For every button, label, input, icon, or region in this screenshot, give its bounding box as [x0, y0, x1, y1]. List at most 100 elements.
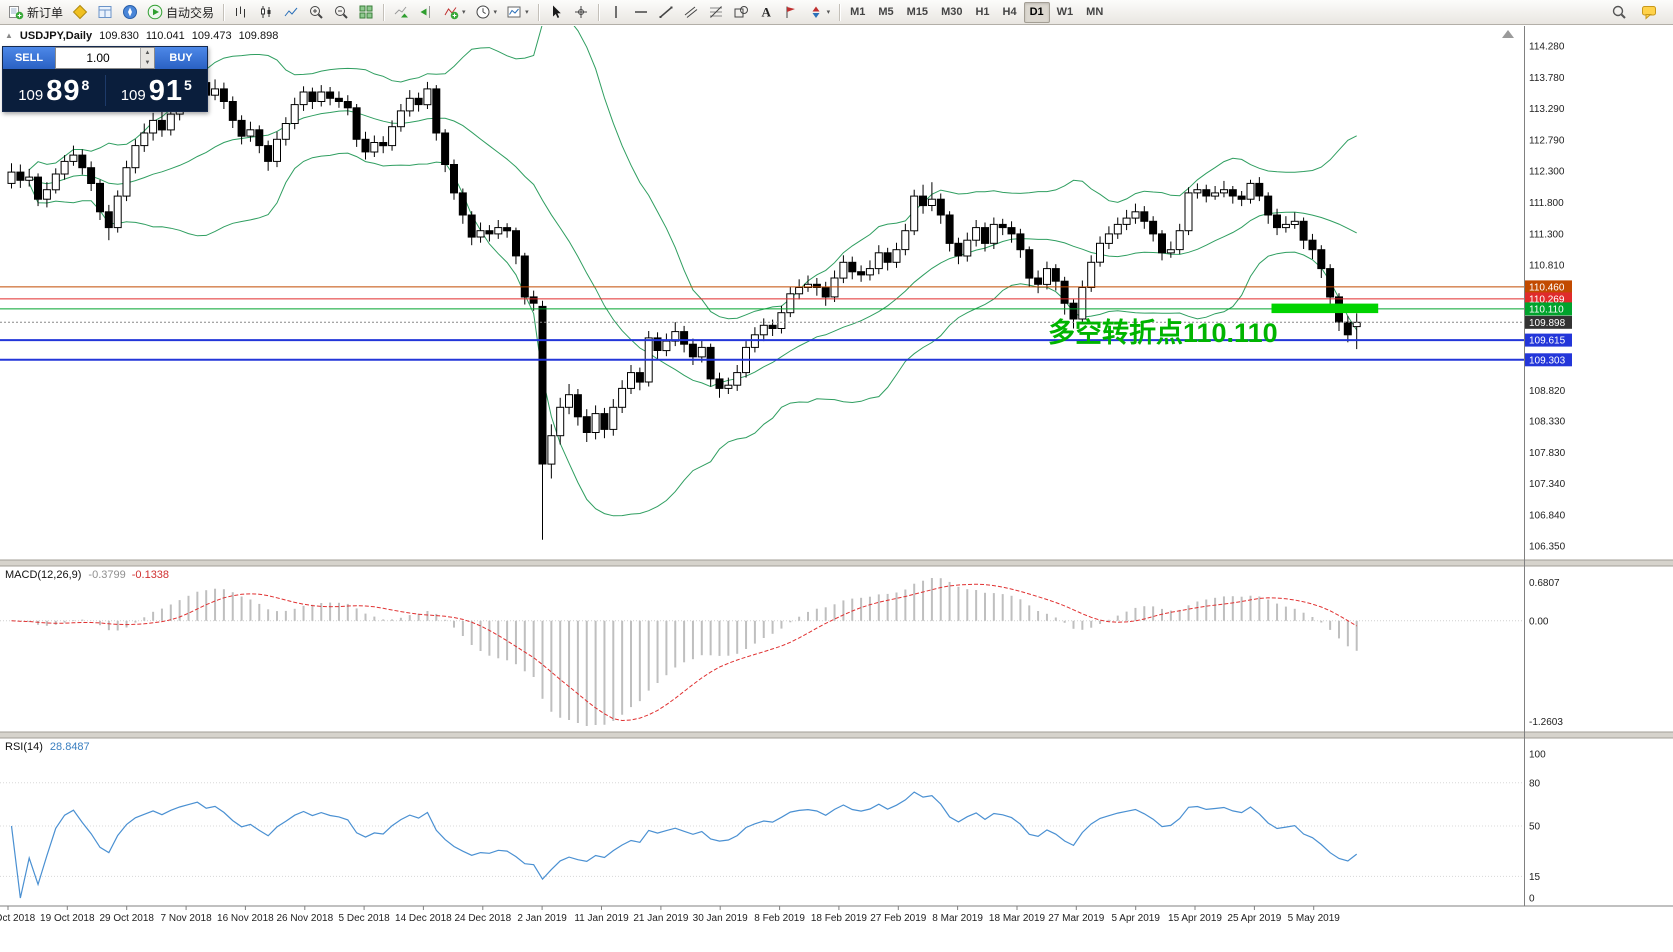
timeframe-h4[interactable]: H4: [997, 2, 1023, 23]
templates-icon: [506, 4, 522, 20]
price-tag-109.898: [1525, 315, 1572, 329]
timeframe-m30[interactable]: M30: [935, 2, 968, 23]
timeframe-w1[interactable]: W1: [1051, 2, 1080, 23]
svg-text:10 Oct 2018: 10 Oct 2018: [0, 913, 36, 924]
label-button[interactable]: [779, 2, 803, 23]
price-tag-110.460: [1525, 280, 1572, 294]
svg-text:109.898: 109.898: [1529, 318, 1566, 329]
svg-text:0.6807: 0.6807: [1529, 578, 1560, 589]
autotrading-button[interactable]: 自动交易: [143, 2, 218, 23]
highlight-rectangle[interactable]: [1271, 303, 1379, 314]
price-tag-109.303: [1525, 353, 1572, 367]
ask-price[interactable]: 109 91 5: [120, 74, 192, 107]
panel-divider-2[interactable]: [0, 732, 1673, 738]
svg-text:A: A: [761, 5, 771, 20]
chart-shift-button[interactable]: [414, 2, 438, 23]
price-tag-110.269: [1525, 292, 1572, 306]
svg-text:7 Nov 2018: 7 Nov 2018: [161, 913, 213, 924]
candle-chart-button[interactable]: [254, 2, 278, 23]
sell-button[interactable]: SELL: [3, 47, 55, 69]
toolbar-separator: [223, 3, 225, 21]
svg-text:106.350: 106.350: [1529, 542, 1566, 553]
channel-button[interactable]: [679, 2, 703, 23]
svg-text:109.615: 109.615: [1529, 336, 1566, 347]
indicators-button[interactable]: ▾: [439, 2, 470, 23]
cursor-button[interactable]: [544, 2, 568, 23]
chevron-down-icon: ▾: [525, 9, 529, 16]
zoom-out-button[interactable]: [329, 2, 353, 23]
toolbar-separator: [597, 3, 599, 21]
chevron-down-icon: ▾: [462, 9, 466, 16]
ohlc-open: 109.830: [99, 30, 139, 42]
shapes-button[interactable]: [729, 2, 753, 23]
price-axis: 114.280 113.780 113.290 112.790 112.300 111.8…: [1525, 42, 1572, 553]
bar-chart-button[interactable]: [229, 2, 253, 23]
chart-bars-icon: [233, 4, 249, 20]
rsi-value: 28.8487: [49, 741, 90, 753]
svg-text:110.110: 110.110: [1529, 304, 1564, 315]
horizontal-line-button[interactable]: [629, 2, 653, 23]
toolbar-separator: [839, 3, 841, 21]
volume-increase-button[interactable]: ▲: [141, 48, 154, 58]
svg-text:25 Apr 2019: 25 Apr 2019: [1227, 913, 1281, 924]
svg-text:-1.2603: -1.2603: [1529, 717, 1563, 728]
timeframe-m15[interactable]: M15: [901, 2, 934, 23]
svg-text:113.780: 113.780: [1529, 73, 1565, 84]
line-chart-button[interactable]: [279, 2, 303, 23]
trendline-button[interactable]: [654, 2, 678, 23]
svg-text:24 Dec 2018: 24 Dec 2018: [454, 913, 511, 924]
svg-text:0.00: 0.00: [1529, 616, 1549, 627]
text-icon: A: [758, 4, 774, 20]
text-button[interactable]: A: [754, 2, 778, 23]
volume-field[interactable]: 1.00 ▲ ▼: [55, 47, 155, 69]
market-watch-button[interactable]: [68, 2, 92, 23]
templates-button[interactable]: ▾: [502, 2, 533, 23]
autotrading-button-label: 自动交易: [166, 5, 215, 20]
chart-annotation-text[interactable]: 多空转折点110.110: [1048, 318, 1278, 348]
new-order-button[interactable]: 新订单: [4, 2, 67, 23]
macd-panel: 0.6807 0.00 -1.2603: [0, 578, 1563, 728]
data-window-button[interactable]: [93, 2, 117, 23]
timeframe-h1[interactable]: H1: [969, 2, 995, 23]
svg-text:27 Feb 2019: 27 Feb 2019: [870, 913, 927, 924]
chart-canvas[interactable]: 114.280 113.780 113.290 112.790 112.300 111.8…: [0, 26, 1673, 952]
search-button[interactable]: [1607, 2, 1631, 23]
new-order-button-label: 新订单: [27, 5, 64, 20]
new-order-icon: [8, 4, 24, 20]
timeframe-d1[interactable]: D1: [1023, 1, 1050, 23]
fibonacci-button[interactable]: [704, 2, 728, 23]
tile-windows-button[interactable]: [354, 2, 378, 23]
market-watch-icon: [72, 4, 88, 20]
label-icon: [783, 4, 799, 20]
volume-value[interactable]: 1.00: [86, 51, 110, 65]
timeframe-m5[interactable]: M5: [872, 2, 899, 23]
svg-text:107.340: 107.340: [1529, 479, 1566, 490]
svg-text:5 Apr 2019: 5 Apr 2019: [1112, 913, 1161, 924]
search-icon: [1611, 4, 1627, 20]
bid-price[interactable]: 109 89 8: [3, 74, 106, 106]
panel-divider-1[interactable]: [0, 560, 1673, 566]
hline-icon: [633, 4, 649, 20]
vertical-line-button[interactable]: [604, 2, 628, 23]
chevron-down-icon: ▾: [493, 9, 498, 16]
buy-button[interactable]: BUY: [155, 47, 207, 69]
periods-icon: [475, 4, 491, 20]
crosshair-button[interactable]: [569, 2, 593, 23]
periods-button[interactable]: ▾: [471, 2, 502, 23]
timeframe-m1[interactable]: M1: [844, 2, 871, 23]
volume-decrease-button[interactable]: ▼: [141, 58, 154, 68]
timeframe-mn[interactable]: MN: [1080, 2, 1109, 23]
scroll-to-end-marker[interactable]: [1502, 30, 1514, 38]
community-button[interactable]: [1637, 2, 1661, 23]
one-click-collapse-toggle[interactable]: ▲: [5, 31, 13, 40]
navigator-button[interactable]: [118, 2, 142, 23]
arrows-button[interactable]: ▾: [804, 2, 835, 23]
svg-text:100: 100: [1529, 750, 1546, 761]
rsi-indicator-label: RSI(14) 28.8487: [5, 741, 90, 753]
chart-window: 114.280 113.780 113.290 112.790 112.300 111.8…: [0, 26, 1673, 952]
ohlc-high: 110.041: [145, 30, 185, 42]
zoom-in-button[interactable]: [304, 2, 328, 23]
svg-text:111.300: 111.300: [1529, 229, 1564, 240]
auto-scroll-button[interactable]: [389, 2, 413, 23]
svg-text:16 Nov 2018: 16 Nov 2018: [217, 913, 274, 924]
